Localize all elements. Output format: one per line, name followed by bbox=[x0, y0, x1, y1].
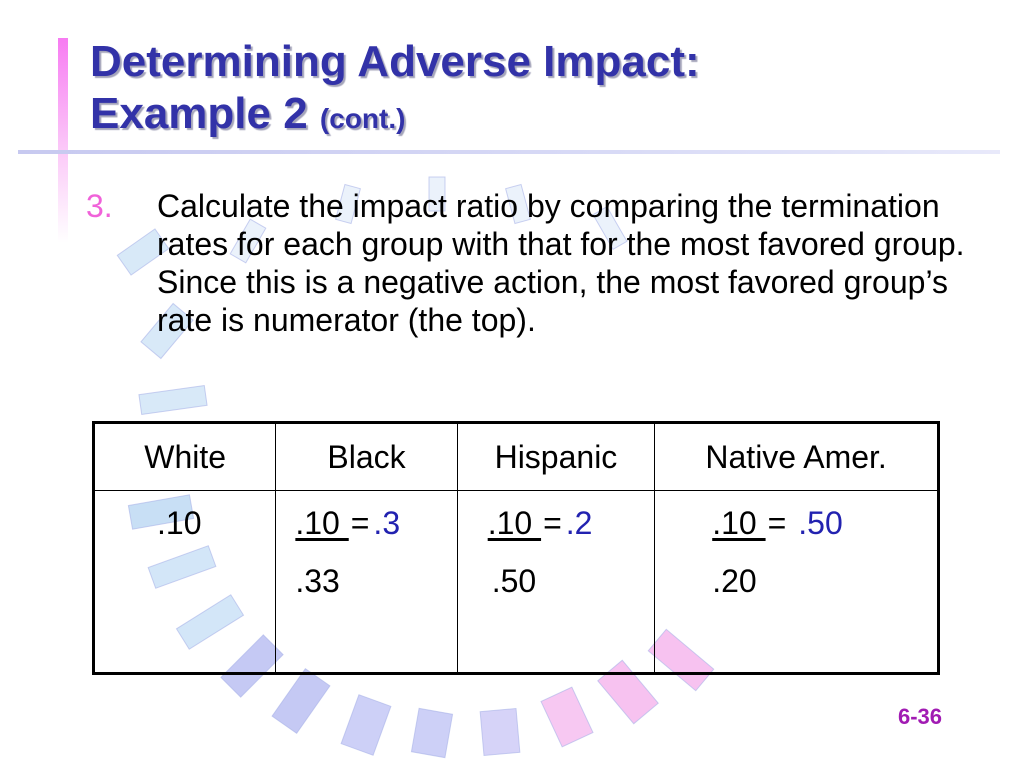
native-numerator: .10 bbox=[712, 505, 766, 541]
title-line-1: Determining Adverse Impact: bbox=[90, 37, 700, 86]
hispanic-equals: = bbox=[543, 505, 562, 541]
hispanic-ratio: .2 bbox=[565, 505, 593, 541]
native-denominator: .20 bbox=[712, 563, 757, 599]
white-rate: .10 bbox=[157, 505, 202, 541]
black-numerator: .10 bbox=[295, 505, 349, 541]
black-ratio: .3 bbox=[373, 505, 401, 541]
native-equals: = bbox=[767, 505, 787, 541]
cell-white: .10 bbox=[92, 490, 277, 674]
header-hispanic: Hispanic bbox=[456, 422, 656, 491]
impact-ratio-table: White Black Hispanic Native Amer. .10 .1… bbox=[92, 421, 940, 675]
header-black: Black bbox=[275, 422, 458, 491]
black-equals: = bbox=[350, 505, 370, 541]
header-white: White bbox=[92, 422, 277, 491]
header-native-amer: Native Amer. bbox=[654, 422, 939, 491]
title-accent-bar bbox=[58, 38, 68, 243]
title-suffix: (cont.) bbox=[319, 103, 406, 134]
step-number: 3. bbox=[86, 188, 113, 224]
cell-native-amer: .10 = .50 .20 bbox=[654, 490, 939, 674]
table-header-row: White Black Hispanic Native Amer. bbox=[92, 422, 939, 491]
table-row: .10 .10 = .3 .33 .10 = .2 .50 .10 = .50 .20 bbox=[92, 490, 939, 674]
native-ratio: .50 bbox=[798, 505, 843, 541]
black-denominator: .33 bbox=[295, 563, 340, 599]
title-line-2: Example 2 bbox=[90, 89, 308, 138]
page-number: 6-36 bbox=[898, 704, 943, 729]
cell-hispanic: .10 = .2 .50 bbox=[456, 490, 656, 674]
slide-title: Determining Adverse Impact: Example 2 (c… bbox=[90, 36, 700, 145]
title-divider bbox=[18, 150, 1000, 154]
cell-black: .10 = .3 .33 bbox=[275, 490, 458, 674]
hispanic-numerator: .10 bbox=[487, 505, 542, 541]
step-text: Calculate the impact ratio by comparing … bbox=[157, 188, 965, 338]
hispanic-denominator: .50 bbox=[491, 563, 537, 599]
